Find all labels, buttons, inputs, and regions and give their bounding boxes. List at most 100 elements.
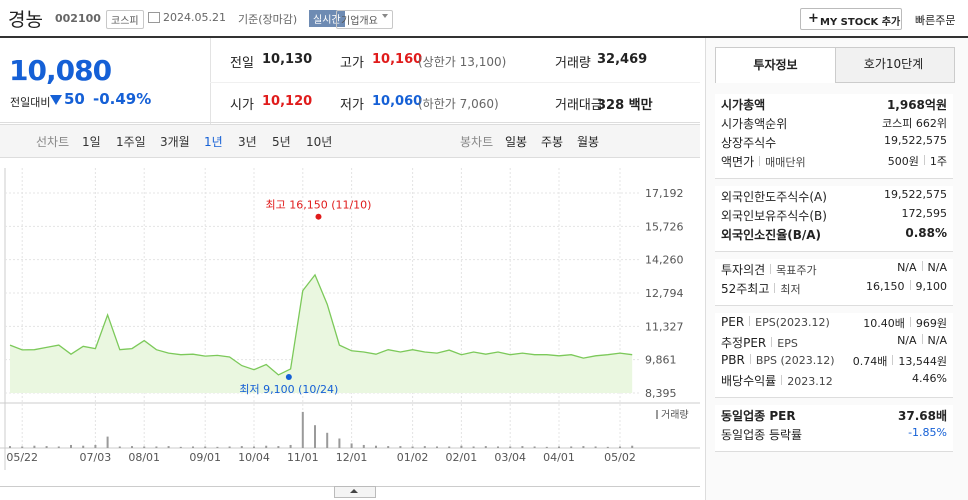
volume-bar — [106, 436, 109, 448]
info-label-part: 매매단위 — [765, 156, 806, 169]
period-tab[interactable]: 1년 — [204, 135, 223, 149]
info-value: N/A N/A — [897, 334, 947, 347]
volume-bar — [411, 446, 414, 448]
x-tick-label: 10/04 — [238, 451, 270, 464]
info-value-part: 500원 — [887, 155, 919, 168]
down-arrow — [50, 95, 62, 105]
info-group: 외국인한도주식수(A) 19,522,575 외국인보유주식수(B) 172,595 외… — [715, 186, 953, 252]
separator — [921, 334, 923, 344]
volume-bar — [192, 446, 194, 448]
info-value-part: 19,522,575 — [884, 188, 947, 201]
info-value-part: -1.85% — [908, 426, 947, 439]
volume-bar — [521, 446, 524, 448]
info-value-part: 1주 — [929, 155, 947, 168]
info-label-part: 시가총액순위 — [721, 117, 788, 131]
info-label: 동일업종 등락률 — [721, 426, 802, 443]
summary-label: 거래대금 — [555, 98, 603, 113]
y-tick-label: 8,395 — [645, 387, 677, 400]
info-label: 52주최고 최저 — [721, 280, 801, 297]
y-tick-label: 17,192 — [645, 187, 684, 200]
x-tick-label: 11/01 — [287, 451, 319, 464]
price-divider — [210, 38, 211, 124]
my-stock-label: MY STOCK 추가 — [820, 17, 901, 28]
info-label-part: 시가총액 — [721, 98, 766, 112]
info-label-part: 투자의견 — [721, 263, 766, 277]
volume-bar — [545, 446, 548, 448]
summary-label: 거래량 — [555, 56, 591, 71]
info-value-part: 172,595 — [901, 207, 948, 220]
period-tab[interactable]: 3개월 — [160, 135, 190, 149]
invest-panel: 투자정보 호가10단계 시가총액 1,968억원 시가총액순위 코스피 662위 상장주식수… — [705, 38, 968, 500]
info-value: 37.68배 — [898, 407, 947, 424]
info-label-part: 최저 — [780, 283, 801, 296]
candle-tab[interactable]: 월봉 — [577, 135, 600, 149]
info-label-part: 동일업종 PER — [721, 409, 796, 423]
volume-bar — [448, 446, 451, 448]
volume-bar — [94, 444, 97, 448]
volume-bar — [619, 446, 621, 448]
candle-tab[interactable]: 주봉 — [541, 135, 564, 149]
period-tab[interactable]: 10년 — [306, 135, 333, 149]
info-value: 500원 1주 — [888, 153, 947, 169]
annotation-point — [315, 213, 322, 220]
info-label-part: 2023.12 — [787, 375, 833, 388]
summary-bottom — [0, 122, 700, 123]
info-value-part: 코스피 662위 — [882, 117, 947, 130]
realtime-badge[interactable]: 실시간 — [309, 10, 345, 27]
line-chart-label: 선차트 — [36, 135, 70, 149]
separator — [781, 375, 783, 385]
volume-bar — [533, 446, 536, 448]
volume-bar — [9, 446, 11, 448]
period-tab[interactable]: 1주일 — [116, 135, 146, 149]
candle-chart-label: 봉차트 — [460, 135, 494, 149]
change-rate: -0.49% — [93, 90, 152, 108]
panel-tab[interactable]: 투자정보 — [715, 47, 836, 83]
volume-bar — [155, 446, 158, 448]
info-label: 외국인한도주식수(A) — [721, 188, 827, 205]
summary-value: 10,120 — [262, 94, 313, 109]
period-tab[interactable]: 1일 — [82, 135, 101, 149]
chart-tabs: 선차트 1일 1주일 3개월 1년 3년 5년 10년 봉차트 일봉 주봉 월봉 — [0, 124, 700, 158]
info-value: 19,522,575 — [884, 188, 947, 201]
volume-bar — [216, 446, 219, 448]
volume-legend-swatch — [656, 410, 658, 419]
info-value: -1.85% — [908, 426, 947, 439]
separator — [759, 156, 761, 166]
period-tab[interactable]: 5년 — [272, 135, 291, 149]
panel-tab[interactable]: 호가10단계 — [863, 57, 924, 71]
info-label-part: 목표주가 — [776, 264, 817, 277]
info-value: 4.46% — [912, 372, 947, 385]
annotation-point — [285, 373, 292, 380]
change-label: 전일대비 — [10, 96, 51, 109]
volume-bar — [70, 444, 72, 448]
company-info-button[interactable]: 기업개요 — [336, 10, 393, 29]
volume-bar — [277, 446, 280, 448]
volume-bar — [265, 445, 268, 448]
info-group: PER EPS(2023.12) 10.40배 969원 추정PER EPS N/A N/A P… — [715, 313, 953, 398]
volume-bar — [326, 432, 329, 448]
x-tick-label: 07/03 — [80, 451, 112, 464]
volume-bar — [204, 446, 207, 448]
summary-value: 32,469 — [597, 52, 648, 67]
info-label: 시가총액 — [721, 96, 765, 113]
summary-label: 고가 — [340, 56, 364, 71]
my-stock-button[interactable] — [800, 8, 902, 30]
info-value: 10.40배 969원 — [863, 315, 947, 331]
annotation-label: 최고 16,150 (11/10) — [265, 199, 371, 212]
info-label: 상장주식수 — [721, 134, 776, 151]
candle-tab[interactable]: 일봉 — [505, 135, 528, 149]
date-basis: 기준(장마감) — [238, 13, 298, 26]
x-tick-label: 03/04 — [494, 451, 526, 464]
x-tick-label: 12/01 — [336, 451, 368, 464]
summary-value: 10,160 — [372, 52, 423, 67]
info-label: 동일업종 PER — [721, 407, 796, 424]
y-tick-label: 11,327 — [645, 320, 684, 333]
stock-code: 002100 — [55, 12, 101, 25]
info-label-part: 배당수익률 — [721, 374, 777, 388]
period-tab[interactable]: 3년 — [238, 135, 257, 149]
separator — [909, 317, 911, 327]
volume-bar — [594, 446, 597, 448]
quick-order[interactable]: 빠른주문 — [915, 14, 956, 27]
annotation-label: 최저 9,100 (10/24) — [239, 383, 338, 396]
